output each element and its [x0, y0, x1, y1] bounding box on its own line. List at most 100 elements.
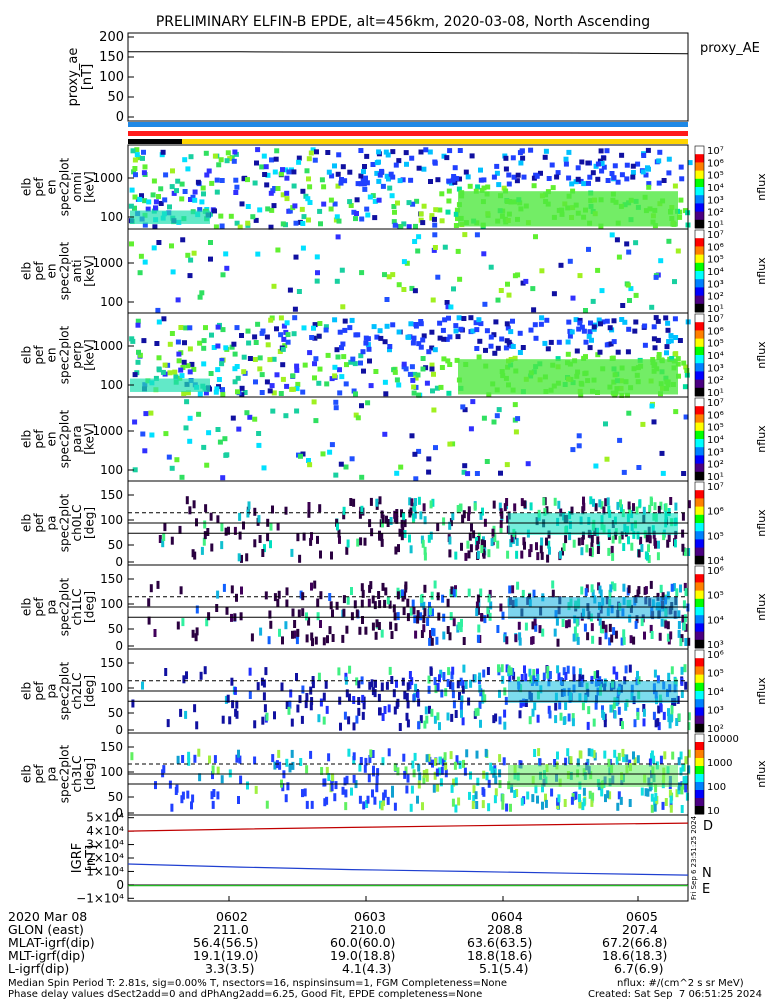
spectrogram-cell	[616, 254, 622, 260]
pa-cell	[423, 608, 427, 617]
pa-cell	[615, 671, 619, 680]
pa-cell	[269, 522, 273, 531]
pa-cell	[636, 755, 640, 764]
spectrogram-cell	[424, 380, 430, 386]
pa-cell	[450, 586, 454, 595]
y-tick-label: 1000	[92, 339, 123, 353]
pa-cell	[427, 675, 431, 684]
pa-cell	[290, 749, 294, 758]
spectrogram-cell	[156, 194, 161, 199]
spectrogram-cell	[372, 198, 378, 204]
spectrogram-cell	[418, 149, 424, 155]
spectrogram-cell	[351, 388, 357, 394]
pa-cell	[681, 512, 685, 521]
spectrogram-cell	[563, 161, 569, 167]
spectrogram-cell	[413, 476, 419, 482]
pa-cell	[220, 523, 224, 532]
pa-cell	[620, 637, 624, 646]
pa-cell	[394, 623, 398, 632]
pa-cell	[481, 507, 484, 516]
pa-cell	[163, 523, 167, 532]
pa-cell	[462, 510, 466, 519]
pa-cell	[683, 664, 687, 673]
pa-cell	[191, 794, 195, 803]
pa-cell	[411, 760, 415, 769]
y-tick-label: 100	[100, 378, 123, 392]
pa-cell	[684, 681, 688, 690]
spectrogram-cell	[142, 259, 148, 265]
pa-cell	[550, 788, 554, 797]
spectrogram-cell	[382, 339, 388, 345]
spectrogram-cell	[339, 374, 345, 380]
pa-cell	[440, 766, 444, 775]
spectrogram-cell	[319, 177, 325, 183]
spectrogram-cell	[292, 306, 298, 312]
pa-cell	[375, 498, 379, 507]
pa-cell	[650, 753, 653, 762]
pa-cell	[469, 679, 473, 688]
colorbar-tick-label: 10⁶	[707, 566, 724, 577]
pa-cell	[265, 712, 269, 721]
spectrogram-cell	[441, 356, 447, 362]
spectrogram-cell	[646, 181, 652, 187]
pa-cell	[535, 542, 538, 551]
spectrogram-cell	[259, 390, 265, 395]
pa-cell	[330, 783, 334, 792]
y-tick-label: 150	[100, 572, 123, 586]
pa-cell	[499, 525, 503, 534]
spectrogram-cell	[454, 357, 460, 363]
pa-cell	[327, 773, 331, 781]
y-axis-label-line: ch2LC	[70, 673, 84, 710]
pa-cell	[311, 638, 314, 647]
spectrogram-cell	[214, 386, 220, 392]
orbit-value: 207.4	[622, 922, 658, 937]
pa-cell	[548, 710, 552, 719]
spectrogram-cell	[672, 279, 677, 285]
spectrogram-cell	[523, 278, 529, 284]
spectrogram-cell	[579, 324, 585, 330]
pa-cell	[634, 620, 638, 629]
colorbar-tick-label: 10³	[707, 447, 724, 458]
spectrogram-cell	[135, 322, 141, 328]
pa-cell	[468, 532, 472, 541]
pa-cell	[633, 757, 637, 766]
pa-cell	[246, 509, 250, 518]
spectrogram-cell	[649, 403, 655, 409]
pa-cell	[628, 799, 632, 807]
spectrogram-cell	[141, 170, 147, 176]
spectrogram-cell	[273, 156, 279, 162]
y-tick-label: 3×10⁴	[86, 838, 124, 852]
pa-cell	[558, 550, 562, 559]
pa-cell	[480, 539, 484, 548]
pa-cell	[411, 599, 415, 608]
spectrogram-cell	[409, 155, 415, 161]
spectrogram-cell	[390, 149, 396, 155]
pa-cell	[492, 715, 496, 724]
spectrogram-cell	[318, 221, 323, 227]
spectrogram-cell	[387, 347, 392, 353]
pa-cell	[684, 588, 688, 597]
pa-cell	[603, 719, 607, 728]
spectrogram-cell	[132, 419, 138, 425]
pa-cell	[319, 591, 323, 600]
pa-cell	[510, 534, 514, 543]
pa-cell	[532, 669, 536, 678]
pa-cell	[193, 551, 197, 560]
spectrogram-cell	[389, 193, 395, 199]
pa-cell	[216, 791, 220, 800]
pa-cell	[518, 632, 522, 641]
pa-cell	[644, 586, 648, 595]
spectrogram-cell	[432, 159, 438, 165]
spectrogram-cell	[415, 372, 421, 378]
pa-cell	[588, 790, 592, 799]
spectrogram-cell	[301, 325, 307, 331]
y-tick-label: 150	[100, 656, 123, 670]
pa-cell	[453, 761, 457, 770]
pa-cell	[431, 498, 435, 507]
pa-cell	[679, 638, 683, 647]
spectrogram-cell	[220, 387, 225, 393]
spectrogram-cell	[350, 356, 356, 362]
spectrogram-cell	[203, 150, 209, 156]
spectrogram-cell	[410, 201, 416, 207]
pa-cell	[225, 606, 229, 615]
